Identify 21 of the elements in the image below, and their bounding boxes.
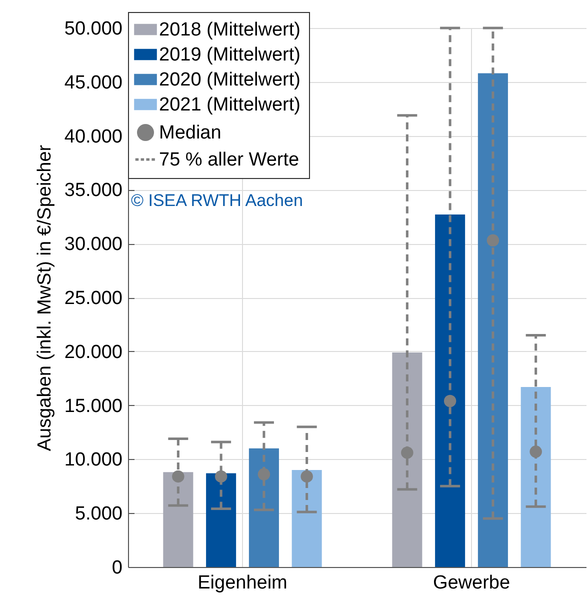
- y-axis-title: Ausgaben (inkl. MwSt) in €/Speicher: [34, 144, 56, 452]
- y-tick-label: 25.000: [64, 288, 122, 309]
- legend-label: 2020 (Mittelwert): [159, 70, 300, 90]
- legend-label: Median: [159, 122, 222, 144]
- annotation: © ISEA RWTH Aachen: [131, 191, 303, 210]
- y-tick-label: 20.000: [64, 342, 122, 363]
- legend-label: 2018 (Mittelwert): [159, 20, 300, 40]
- x-tick-label: Gewerbe: [432, 572, 510, 594]
- y-tick-label: 45.000: [64, 72, 122, 94]
- y-tick-label: 0: [112, 558, 122, 578]
- legend-label: 2019 (Mittelwert): [159, 44, 300, 66]
- y-tick-label: 40.000: [64, 126, 122, 148]
- x-tick-label: Eigenheim: [198, 572, 288, 594]
- legend-label: 2021 (Mittelwert): [159, 94, 300, 116]
- annotation: 75 % aller Werte: [159, 150, 300, 170]
- y-tick-label: 30.000: [64, 234, 122, 256]
- y-tick-label: 10.000: [64, 450, 122, 471]
- y-tick-label: 5.000: [74, 504, 122, 525]
- y-tick-label: 35.000: [64, 180, 122, 202]
- y-tick-label: 50.000: [64, 18, 122, 40]
- y-tick-label: 15.000: [64, 396, 122, 417]
